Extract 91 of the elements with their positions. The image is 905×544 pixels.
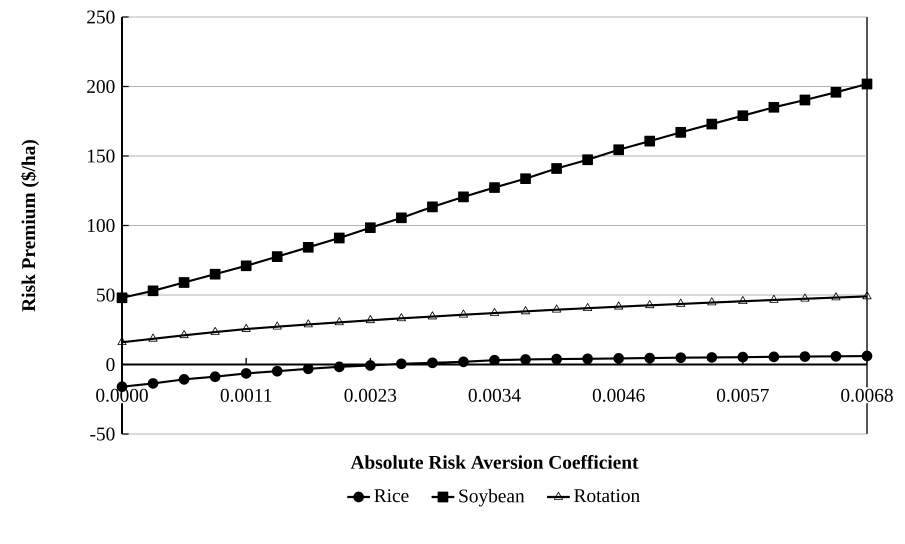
point [520, 173, 531, 184]
x-tick-label: 0.0011 [220, 388, 272, 402]
point [800, 94, 810, 106]
point [396, 212, 407, 224]
point [458, 310, 468, 318]
point [830, 350, 842, 362]
point [644, 136, 656, 146]
point [738, 352, 748, 362]
x-tick-label: 0.0034 [468, 388, 521, 402]
point [552, 304, 562, 313]
x-axis-title: Absolute Risk Aversion Coefficient [350, 455, 638, 469]
point [675, 127, 686, 138]
point [334, 362, 345, 372]
point [738, 296, 748, 304]
point [304, 319, 313, 328]
point [800, 351, 810, 362]
legend-label: Soybean [459, 488, 524, 506]
point [148, 285, 158, 296]
point [458, 192, 469, 202]
point [365, 222, 376, 234]
point [831, 292, 841, 300]
point [396, 358, 407, 370]
point [116, 292, 128, 304]
y-tick-label: 150 [88, 149, 115, 163]
x-tick-label: 0.0057 [716, 388, 769, 402]
point [768, 102, 780, 113]
y-tick-label: 250 [87, 10, 115, 24]
point [117, 337, 127, 346]
point [302, 242, 314, 253]
point [551, 354, 562, 364]
point [520, 354, 531, 365]
point [676, 298, 686, 307]
point [862, 291, 872, 300]
point [862, 350, 872, 362]
point [675, 352, 686, 364]
point [272, 366, 283, 377]
point [272, 321, 282, 330]
point [613, 353, 624, 364]
x-tick-label: 0.0023 [344, 388, 396, 402]
point [644, 352, 656, 364]
x-tick-label: 0.0068 [841, 388, 893, 402]
point [396, 313, 406, 322]
x-tick-label: 0.0046 [592, 388, 645, 402]
point [707, 297, 716, 306]
point [366, 315, 375, 324]
point [210, 268, 220, 280]
point [738, 110, 748, 122]
point [210, 371, 220, 382]
point [180, 330, 189, 338]
point [334, 232, 345, 244]
point [645, 300, 654, 308]
point [427, 202, 438, 212]
y-tick-label: 50 [97, 288, 115, 302]
x-tick-label: 0.0000 [96, 388, 148, 402]
point [551, 163, 562, 174]
legend-label: Rotation [574, 489, 640, 502]
point [582, 353, 593, 364]
point [178, 374, 190, 385]
y-tick-label: 200 [87, 80, 115, 94]
point [240, 260, 252, 272]
point [242, 324, 251, 332]
legend-label: Rice [374, 489, 409, 502]
y-axis-title: Risk Premium ($/ha) [20, 140, 40, 312]
point [178, 277, 190, 288]
point [520, 306, 530, 314]
point [334, 317, 344, 326]
y-tick-label: -50 [90, 427, 115, 441]
point [583, 303, 592, 312]
point [148, 334, 158, 342]
point [706, 352, 718, 363]
point [800, 294, 810, 302]
point [490, 308, 500, 316]
point [769, 294, 778, 303]
point [365, 360, 376, 371]
point [582, 154, 593, 166]
point [240, 368, 252, 379]
point [613, 144, 624, 156]
point [428, 311, 437, 320]
point [272, 251, 283, 262]
y-tick-label: 0 [106, 358, 115, 372]
point [706, 118, 718, 130]
point [489, 182, 500, 193]
point [768, 352, 780, 362]
point [862, 78, 872, 90]
point [614, 301, 624, 310]
point [830, 87, 842, 98]
point [427, 357, 438, 368]
point [458, 356, 469, 368]
point [210, 326, 220, 335]
y-tick-label: 100 [88, 218, 115, 232]
point [148, 378, 158, 389]
